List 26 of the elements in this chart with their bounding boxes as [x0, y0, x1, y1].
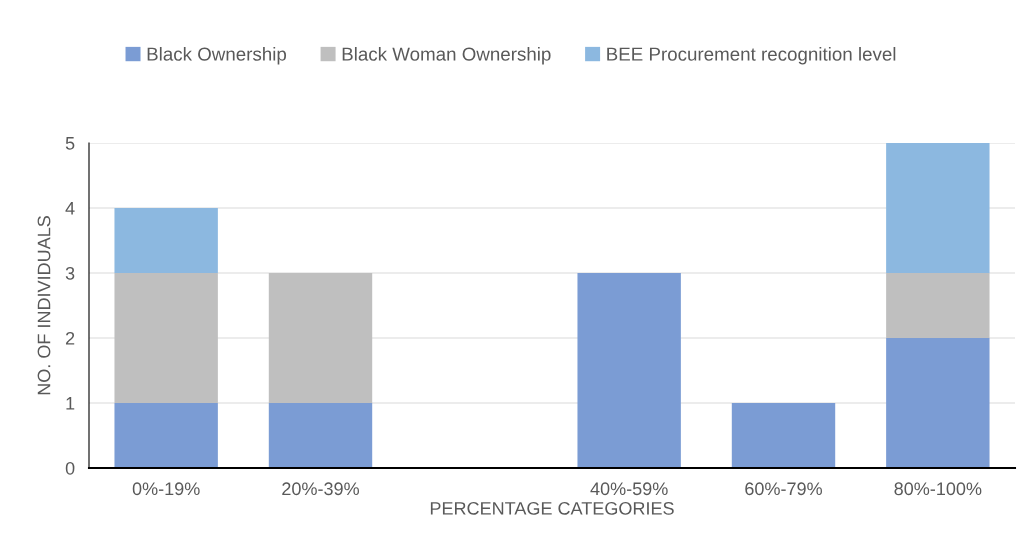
legend-label: BEE Procurement recognition level [607, 46, 896, 65]
y-tick-label: 3 [65, 266, 75, 280]
x-axis-title: PERCENTAGE CATEGORIES [430, 501, 674, 515]
x-tick-label: 0%-19% [132, 482, 200, 496]
bar [114, 273, 218, 403]
y-tick-label: 4 [65, 202, 75, 215]
bar [886, 273, 990, 338]
bar [268, 403, 373, 468]
x-tick-label: 60%-79% [745, 482, 822, 496]
legend-label: Black Ownership [147, 46, 287, 65]
y-tick-label: 0 [65, 461, 75, 475]
legend-label: Black Woman Ownership [342, 46, 551, 65]
x-tick-label: 80%-100% [894, 482, 982, 496]
bar [114, 208, 218, 273]
bar [268, 273, 373, 403]
bar [886, 143, 990, 273]
y-tick-label: 1 [66, 397, 75, 410]
y-axis-title: NO. OF INDIVIDUALS [37, 216, 51, 395]
bar [731, 403, 836, 468]
bar [114, 403, 218, 468]
x-tick-label: 20%-39% [282, 482, 359, 496]
bar [577, 273, 681, 468]
x-tick-label: 40%-59% [590, 482, 668, 496]
y-tick-label: 2 [65, 331, 75, 345]
bar [886, 338, 990, 468]
y-tick-label: 5 [65, 137, 75, 150]
